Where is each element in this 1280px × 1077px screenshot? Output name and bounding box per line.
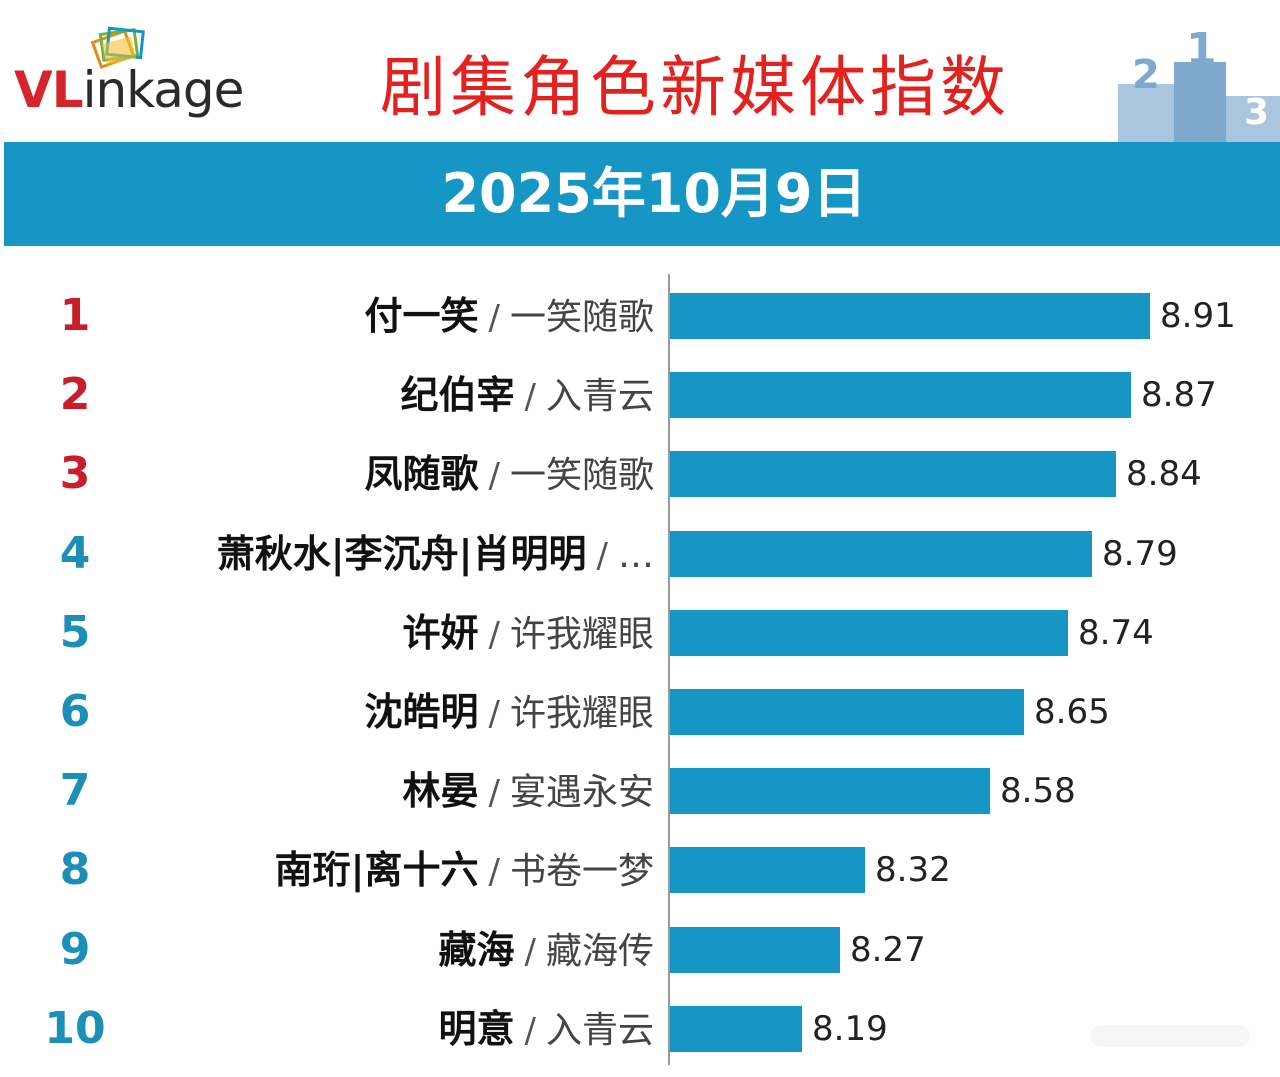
rank-number: 5 <box>59 606 91 658</box>
date-label: 2025年10月9日 <box>441 162 867 225</box>
category-label: 藏海 / 藏海传 <box>439 910 655 998</box>
value-label: 8.74 <box>1078 612 1154 653</box>
header: VLinkage 剧集角色新媒体指数 2 1 3 <box>0 0 1280 142</box>
category-label: 明意 / 入青云 <box>439 989 655 1077</box>
drama-title: 入青云 <box>545 1009 654 1051</box>
chart-row: 4 萧秋水|李沉舟|肖明明 /… 8.79 <box>0 514 1280 594</box>
character-name: 萧秋水|李沉舟|肖明明 <box>216 531 587 576</box>
rank-number: 2 <box>59 369 91 421</box>
podium-icon: 2 1 3 <box>1118 24 1280 142</box>
podium-number-3: 3 <box>1244 92 1269 133</box>
drama-title: 一笑随歌 <box>509 455 654 497</box>
bar <box>670 372 1131 419</box>
chart-row: 9 藏海 / 藏海传 8.27 <box>0 910 1280 990</box>
podium-number-2: 2 <box>1132 52 1160 98</box>
label-separator: / <box>488 614 500 655</box>
cards-logo-icon <box>90 26 145 69</box>
category-axis-line <box>668 274 670 1065</box>
character-name: 南珩|离十六 <box>274 848 479 893</box>
drama-title: 许我耀眼 <box>509 693 654 734</box>
rank-number: 3 <box>59 448 91 500</box>
bar <box>670 293 1150 339</box>
ranking-bar-chart: 1 付一笑 / 一笑随歌 8.91 2 纪伯宰 / 入青云 8.87 3 凤随歌 / 一笑随歌 8.84 4 萧… <box>0 260 1280 1065</box>
value-label: 8.58 <box>1000 771 1076 812</box>
label-separator: / <box>524 1010 536 1051</box>
category-label: 凤随歌 / 一笑随歌 <box>365 434 655 522</box>
bar <box>670 530 1092 577</box>
chart-row: 2 纪伯宰 / 入青云 8.87 <box>0 355 1280 435</box>
label-separator: / <box>488 456 500 497</box>
category-label: 许妍 / 许我耀眼 <box>403 593 655 681</box>
character-name: 沈皓明 <box>364 690 479 734</box>
podium-number-1: 1 <box>1186 24 1217 75</box>
drama-title: 许我耀眼 <box>509 613 654 655</box>
value-label: 8.84 <box>1126 454 1202 495</box>
label-separator: / <box>488 298 500 338</box>
bar <box>670 1005 802 1052</box>
category-label: 沈皓明 / 许我耀眼 <box>365 672 655 760</box>
label-separator: / <box>524 931 536 972</box>
chart-row: 7 林晏 / 宴遇永安 8.58 <box>0 751 1280 831</box>
chart-row: 1 付一笑 / 一笑随歌 8.91 <box>0 276 1280 356</box>
chart-row: 3 凤随歌 / 一笑随歌 8.84 <box>0 434 1280 514</box>
value-label: 8.32 <box>875 850 951 891</box>
value-label: 8.19 <box>812 1008 888 1049</box>
logo-text: VLinkage <box>14 60 245 120</box>
label-separator: / <box>488 852 500 893</box>
watermark-icon <box>1090 1025 1250 1047</box>
label-separator: / <box>596 535 608 576</box>
drama-title: … <box>618 534 654 576</box>
bar <box>670 689 1024 735</box>
character-name: 藏海 <box>438 927 515 972</box>
value-label: 8.79 <box>1102 533 1178 574</box>
rank-number: 4 <box>59 527 91 579</box>
character-name: 凤随歌 <box>364 452 479 497</box>
label-separator: / <box>488 773 500 814</box>
rank-number: 10 <box>44 1002 106 1054</box>
rank-number: 1 <box>59 290 91 341</box>
chart-row: 10 明意 / 入青云 8.19 <box>0 989 1280 1069</box>
drama-title: 藏海传 <box>545 930 654 972</box>
value-label: 8.65 <box>1034 692 1110 732</box>
rank-number: 8 <box>59 844 91 896</box>
logo-text-rest: inkage <box>82 61 245 119</box>
vlinkage-logo: VLinkage <box>14 20 294 130</box>
bar <box>670 451 1116 498</box>
logo-text-highlight: VL <box>14 61 84 119</box>
label-separator: / <box>524 377 536 418</box>
character-name: 林晏 <box>402 769 479 814</box>
chart-row: 5 许妍 / 许我耀眼 8.74 <box>0 593 1280 673</box>
bar <box>670 609 1068 656</box>
value-label: 8.87 <box>1141 375 1217 416</box>
character-name: 许妍 <box>402 610 479 655</box>
value-label: 8.27 <box>850 929 926 970</box>
drama-title: 一笑随歌 <box>509 297 654 338</box>
value-label: 8.91 <box>1160 296 1236 336</box>
drama-title: 书卷一梦 <box>509 851 654 893</box>
label-separator: / <box>488 694 500 734</box>
character-name: 纪伯宰 <box>400 373 515 418</box>
category-label: 萧秋水|李沉舟|肖明明 /… <box>217 514 654 602</box>
bar <box>670 768 990 815</box>
category-label: 南珩|离十六 / 书卷一梦 <box>275 830 654 918</box>
drama-title: 宴遇永安 <box>509 772 654 814</box>
drama-title: 入青云 <box>545 376 654 418</box>
chart-row: 6 沈皓明 / 许我耀眼 8.65 <box>0 672 1280 752</box>
category-label: 付一笑 / 一笑随歌 <box>365 276 655 364</box>
rank-number: 9 <box>59 923 91 975</box>
chart-row: 8 南珩|离十六 / 书卷一梦 8.32 <box>0 830 1280 910</box>
date-band: 2025年10月9日 <box>4 142 1280 246</box>
category-label: 林晏 / 宴遇永安 <box>403 751 655 839</box>
page-title: 剧集角色新媒体指数 <box>380 49 1010 126</box>
rank-number: 6 <box>59 686 91 737</box>
category-label: 纪伯宰 / 入青云 <box>401 355 655 443</box>
rank-number: 7 <box>59 765 91 817</box>
character-name: 付一笑 <box>364 294 479 338</box>
bar <box>670 847 865 894</box>
bar <box>670 926 840 973</box>
character-name: 明意 <box>438 1006 515 1051</box>
